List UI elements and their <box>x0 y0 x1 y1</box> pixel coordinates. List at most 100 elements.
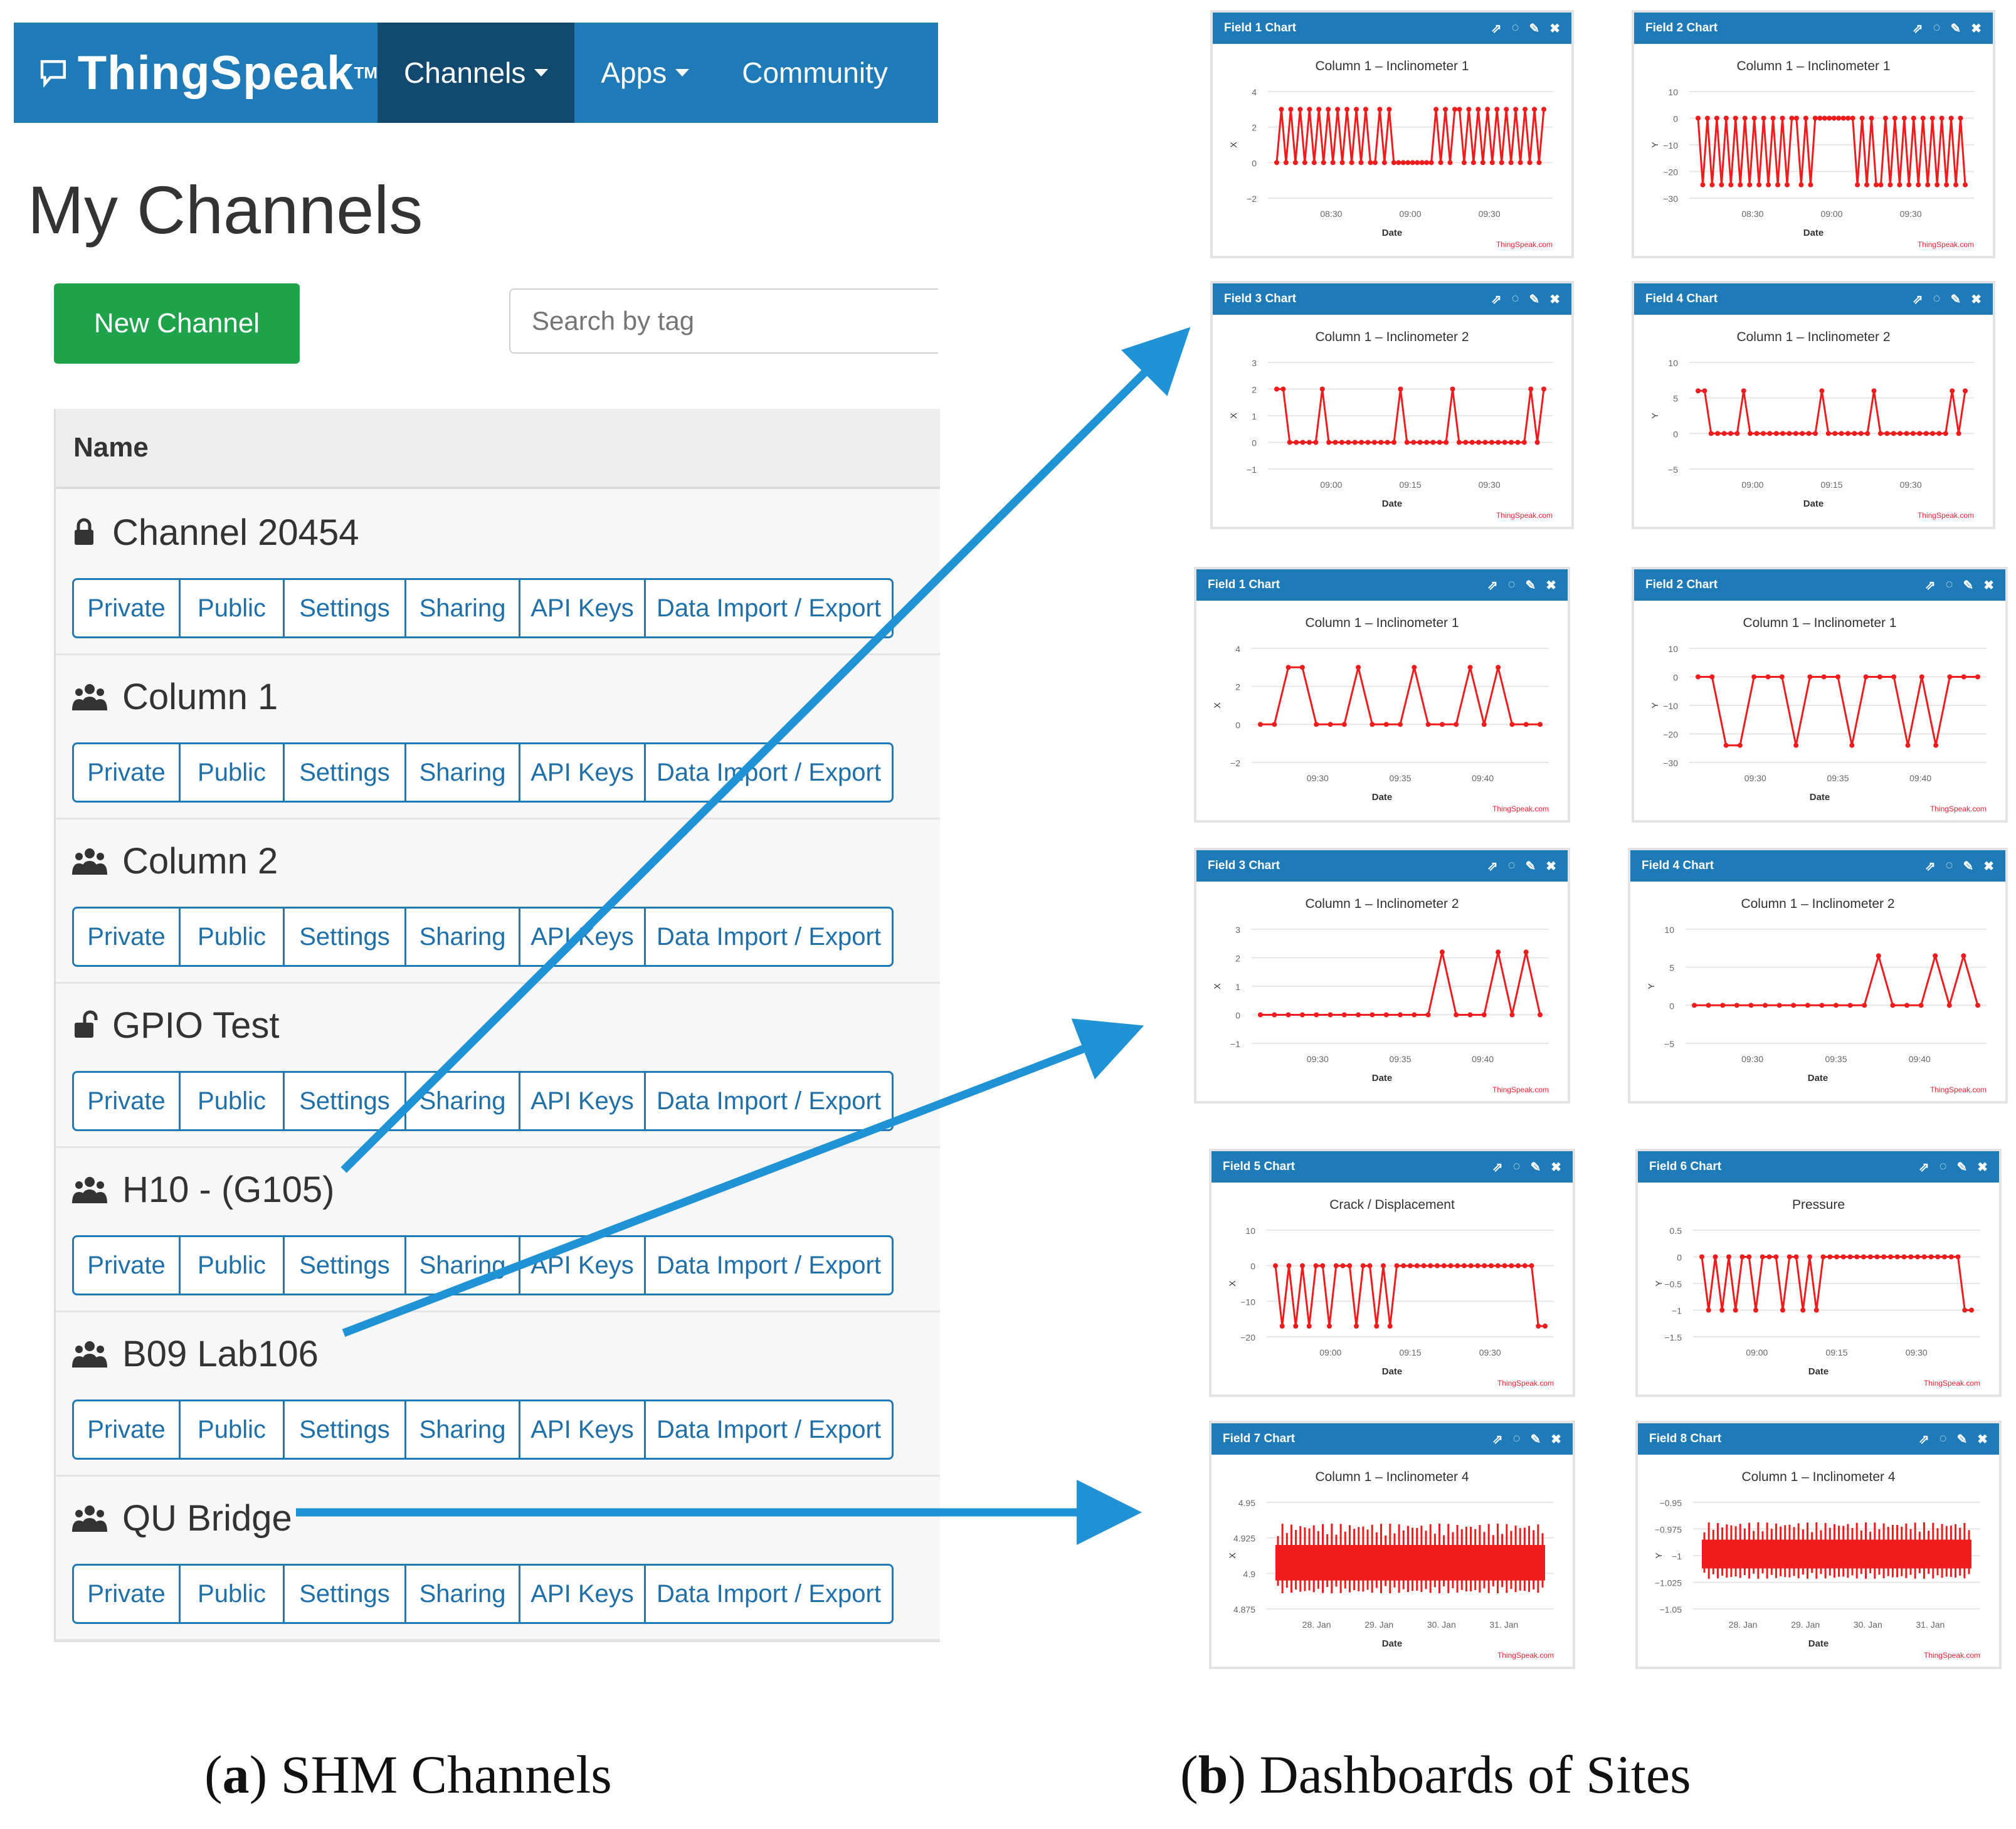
public-button[interactable]: Public <box>181 909 285 965</box>
private-button[interactable]: Private <box>74 580 181 636</box>
sharing-button[interactable]: Sharing <box>406 1073 520 1129</box>
sharing-button[interactable]: Sharing <box>406 744 520 801</box>
public-button[interactable]: Public <box>181 1073 285 1129</box>
edit-pencil-icon[interactable]: ✎ <box>1963 578 1974 593</box>
private-button[interactable]: Private <box>74 744 181 801</box>
close-icon[interactable]: ✖ <box>1983 859 1994 873</box>
close-icon[interactable]: ✖ <box>1983 578 1994 593</box>
edit-pencil-icon[interactable]: ✎ <box>1956 1160 1968 1174</box>
settings-button[interactable]: Settings <box>285 580 406 636</box>
comment-icon[interactable]: ◌ <box>1512 1159 1521 1173</box>
comment-icon[interactable]: ◌ <box>1939 1159 1947 1173</box>
private-button[interactable]: Private <box>74 1401 181 1458</box>
sharing-button[interactable]: Sharing <box>406 909 520 965</box>
close-icon[interactable]: ✖ <box>1549 21 1560 36</box>
public-button[interactable]: Public <box>181 1401 285 1458</box>
edit-pencil-icon[interactable]: ✎ <box>1525 859 1536 873</box>
close-icon[interactable]: ✖ <box>1971 21 1982 36</box>
external-link-icon[interactable]: ⇗ <box>1487 578 1498 593</box>
sharing-button[interactable]: Sharing <box>406 580 520 636</box>
comment-icon[interactable]: ◌ <box>1507 577 1516 591</box>
settings-button[interactable]: Settings <box>285 744 406 801</box>
external-link-icon[interactable]: ⇗ <box>1918 1160 1929 1174</box>
private-button[interactable]: Private <box>74 909 181 965</box>
public-button[interactable]: Public <box>181 744 285 801</box>
data-import-export-button[interactable]: Data Import / Export <box>657 1087 881 1115</box>
external-link-icon[interactable]: ⇗ <box>1912 21 1923 36</box>
comment-icon[interactable]: ◌ <box>1507 858 1516 872</box>
edit-pencil-icon[interactable]: ✎ <box>1956 1432 1968 1447</box>
external-link-icon[interactable]: ⇗ <box>1924 578 1936 593</box>
channel-title[interactable]: Channel 20454 <box>71 504 359 561</box>
settings-button[interactable]: Settings <box>285 1073 406 1129</box>
comment-icon[interactable]: ◌ <box>1939 1431 1947 1445</box>
close-icon[interactable]: ✖ <box>1551 1432 1561 1447</box>
comment-icon[interactable]: ◌ <box>1945 858 1953 872</box>
close-icon[interactable]: ✖ <box>1546 859 1556 873</box>
channel-title[interactable]: Column 2 <box>71 833 278 889</box>
public-button[interactable]: Public <box>181 1237 285 1294</box>
data-import-export-button[interactable]: Data Import / Export <box>657 922 881 951</box>
channel-title[interactable]: GPIO Test <box>71 997 279 1053</box>
edit-pencil-icon[interactable]: ✎ <box>1950 292 1961 307</box>
comment-icon[interactable]: ◌ <box>1512 1431 1521 1445</box>
sharing-button[interactable]: Sharing <box>406 1566 520 1622</box>
sharing-button[interactable]: Sharing <box>406 1401 520 1458</box>
data-import-export-button[interactable]: Data Import / Export <box>657 594 881 622</box>
nav-apps[interactable]: Apps <box>574 23 715 123</box>
private-button[interactable]: Private <box>74 1566 181 1622</box>
channel-title[interactable]: B09 Lab106 <box>71 1326 319 1382</box>
api-keys-button[interactable]: API Keys <box>520 1073 646 1129</box>
settings-button[interactable]: Settings <box>285 1237 406 1294</box>
data-import-export-button[interactable]: Data Import / Export <box>657 1415 881 1443</box>
nav-channels[interactable]: Channels <box>377 23 575 123</box>
private-button[interactable]: Private <box>74 1073 181 1129</box>
close-icon[interactable]: ✖ <box>1977 1432 1988 1447</box>
comment-icon[interactable]: ◌ <box>1933 291 1941 305</box>
external-link-icon[interactable]: ⇗ <box>1491 21 1502 36</box>
channel-title[interactable]: Column 1 <box>71 668 278 725</box>
external-link-icon[interactable]: ⇗ <box>1491 292 1502 307</box>
external-link-icon[interactable]: ⇗ <box>1924 859 1936 873</box>
edit-pencil-icon[interactable]: ✎ <box>1950 21 1961 36</box>
settings-button[interactable]: Settings <box>285 1401 406 1458</box>
edit-pencil-icon[interactable]: ✎ <box>1529 21 1540 36</box>
channel-title[interactable]: H10 - (G105) <box>71 1161 334 1218</box>
close-icon[interactable]: ✖ <box>1546 578 1556 593</box>
comment-icon[interactable]: ◌ <box>1945 577 1953 591</box>
nav-community[interactable]: Community <box>715 23 914 123</box>
api-keys-button[interactable]: API Keys <box>520 580 646 636</box>
close-icon[interactable]: ✖ <box>1971 292 1982 307</box>
data-import-export-button[interactable]: Data Import / Export <box>657 1251 881 1279</box>
public-button[interactable]: Public <box>181 580 285 636</box>
comment-icon[interactable]: ◌ <box>1511 20 1519 34</box>
edit-pencil-icon[interactable]: ✎ <box>1530 1160 1541 1174</box>
external-link-icon[interactable]: ⇗ <box>1912 292 1923 307</box>
search-by-tag-input[interactable] <box>509 288 938 354</box>
external-link-icon[interactable]: ⇗ <box>1492 1432 1503 1447</box>
new-channel-button[interactable]: New Channel <box>54 283 300 364</box>
data-import-export-button[interactable]: Data Import / Export <box>657 758 881 786</box>
edit-pencil-icon[interactable]: ✎ <box>1525 578 1536 593</box>
data-import-export-button[interactable]: Data Import / Export <box>657 1579 881 1608</box>
external-link-icon[interactable]: ⇗ <box>1487 859 1498 873</box>
settings-button[interactable]: Settings <box>285 1566 406 1622</box>
thingspeak-logo[interactable]: ThingSpeak TM <box>14 23 377 123</box>
external-link-icon[interactable]: ⇗ <box>1918 1432 1929 1447</box>
comment-icon[interactable]: ◌ <box>1511 291 1519 305</box>
close-icon[interactable]: ✖ <box>1549 292 1560 307</box>
edit-pencil-icon[interactable]: ✎ <box>1530 1432 1541 1447</box>
external-link-icon[interactable]: ⇗ <box>1492 1160 1503 1174</box>
private-button[interactable]: Private <box>74 1237 181 1294</box>
edit-pencil-icon[interactable]: ✎ <box>1963 859 1974 873</box>
channel-title[interactable]: QU Bridge <box>71 1490 292 1546</box>
api-keys-button[interactable]: API Keys <box>520 744 646 801</box>
close-icon[interactable]: ✖ <box>1977 1160 1988 1174</box>
api-keys-button[interactable]: API Keys <box>520 1401 646 1458</box>
edit-pencil-icon[interactable]: ✎ <box>1529 292 1540 307</box>
comment-icon[interactable]: ◌ <box>1933 20 1941 34</box>
settings-button[interactable]: Settings <box>285 909 406 965</box>
public-button[interactable]: Public <box>181 1566 285 1622</box>
api-keys-button[interactable]: API Keys <box>520 1566 646 1622</box>
close-icon[interactable]: ✖ <box>1551 1160 1561 1174</box>
